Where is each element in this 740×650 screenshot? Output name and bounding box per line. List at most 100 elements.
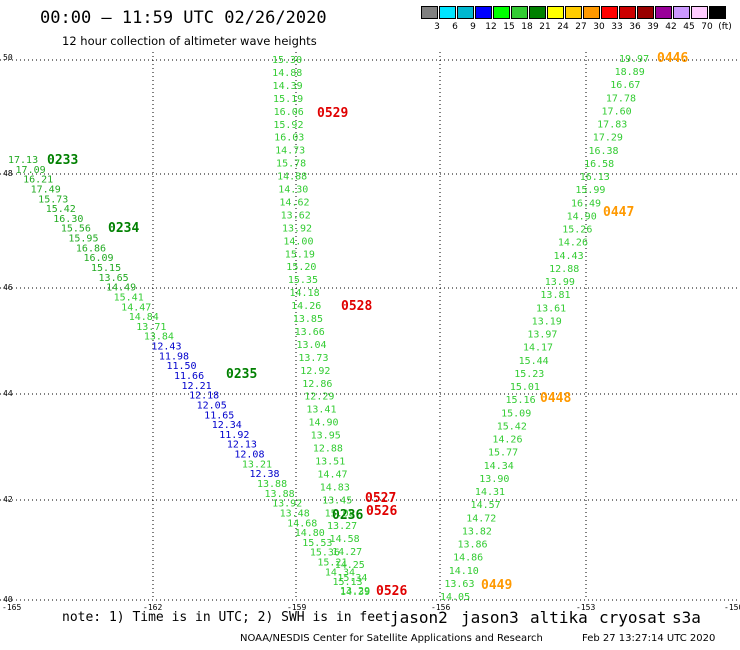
- satellite-s3a: s3a: [672, 608, 701, 627]
- wave-height-label: 12.08: [234, 450, 264, 461]
- color-scale-label: 24: [557, 22, 569, 32]
- wave-height-label: 16.38: [588, 146, 618, 157]
- wave-height-label: 14.88: [277, 172, 307, 183]
- color-scale-label: 12: [485, 22, 497, 32]
- wave-height-label: 17.49: [31, 184, 61, 195]
- page-subtitle: 12 hour collection of altimeter wave hei…: [62, 34, 317, 48]
- wave-height-label: 15.99: [575, 185, 605, 196]
- wave-height-label: 13.84: [144, 332, 174, 343]
- wave-height-label: 15.21: [317, 558, 347, 569]
- wave-height-label: 13.88: [257, 479, 287, 490]
- wave-height-label: 14.26: [291, 301, 321, 312]
- footer-credit: NOAA/NESDIS Center for Satellite Applica…: [240, 633, 543, 644]
- wave-height-label: 15.20: [286, 262, 316, 273]
- wave-height-label: 13.99: [545, 277, 575, 288]
- satellite-jason3: jason3: [461, 608, 519, 627]
- wave-height-label: 14.39: [340, 587, 370, 598]
- wave-height-label: 12.38: [249, 469, 279, 480]
- wave-height-label: 15.78: [276, 159, 306, 170]
- wave-height-label: 13.73: [298, 353, 328, 364]
- color-swatch: [637, 6, 654, 19]
- color-swatch: [673, 6, 690, 19]
- wave-height-label: 14.90: [308, 418, 338, 429]
- wave-height-label: 12.86: [302, 379, 332, 390]
- satellite-jason2: jason2: [390, 608, 448, 627]
- wave-height-label: 15.42: [46, 204, 76, 215]
- wave-height-label: 14.26: [558, 238, 588, 249]
- wave-height-label: 13.19: [532, 316, 562, 327]
- pass-time-label: 0529: [317, 106, 348, 121]
- wave-height-label: 13.65: [99, 273, 129, 284]
- wave-height-label: 12.18: [189, 391, 219, 402]
- wave-height-label: 15.73: [38, 194, 68, 205]
- color-scale-label: 36: [629, 22, 641, 32]
- wave-height-label: 16.30: [53, 214, 83, 225]
- color-scale-label: 21: [539, 22, 551, 32]
- wave-height-label: 14.90: [567, 211, 597, 222]
- wave-height-label: 16.67: [610, 80, 640, 91]
- wave-height-label: 14.31: [475, 487, 505, 498]
- pass-time-label: 0448: [540, 391, 571, 406]
- wave-height-label: 17.60: [602, 106, 632, 117]
- color-scale-label: 6: [452, 22, 458, 32]
- wave-height-label: 13.71: [136, 322, 166, 333]
- x-tick-label: -153: [576, 603, 595, 612]
- y-tick-label: 42: [3, 495, 13, 504]
- wave-height-label: 11.50: [166, 361, 196, 372]
- wave-height-label: 17.29: [593, 133, 623, 144]
- wave-height-label: 14.47: [317, 469, 347, 480]
- x-tick-label: -156: [431, 603, 450, 612]
- wave-height-label: 15.15: [91, 263, 121, 274]
- wave-height-label: 12.13: [227, 440, 257, 451]
- wave-height-label: 14.39: [273, 81, 303, 92]
- wave-height-label: 14.17: [523, 343, 553, 354]
- wave-height-label: 13.04: [296, 340, 326, 351]
- color-scale-label: 30: [593, 22, 605, 32]
- wave-height-label: 15.09: [501, 408, 531, 419]
- wave-height-label: 13.85: [293, 314, 323, 325]
- wave-height-label: 16.03: [274, 133, 304, 144]
- color-scale-label: 42: [665, 22, 677, 32]
- color-swatch: [511, 6, 528, 19]
- wave-height-label: 14.34: [484, 461, 514, 472]
- wave-height-label: 13.63: [444, 579, 474, 590]
- wave-height-label: 17.78: [606, 93, 636, 104]
- wave-height-label: 11.92: [219, 430, 249, 441]
- wave-height-label: 15.16: [505, 395, 535, 406]
- y-tick-label: 44: [3, 389, 13, 398]
- wave-height-label: 12.92: [300, 366, 330, 377]
- wave-height-label: 15.34: [337, 573, 367, 584]
- wave-height-label: 13.62: [281, 210, 311, 221]
- wave-height-label: 14.86: [453, 553, 483, 564]
- wave-height-label: 14.25: [335, 560, 365, 571]
- wave-height-label: 15.19: [273, 94, 303, 105]
- wave-height-label: 16.09: [83, 253, 113, 264]
- color-scale-label: (ft): [718, 22, 732, 32]
- wave-height-label: 15.95: [68, 234, 98, 245]
- color-swatch: [691, 6, 708, 19]
- wave-height-label: 12.88: [313, 444, 343, 455]
- wave-height-label: 13.41: [306, 405, 336, 416]
- wave-height-label: 12.29: [304, 392, 334, 403]
- wave-height-label: 14.27: [332, 547, 362, 558]
- wave-height-label: 12.05: [197, 400, 227, 411]
- color-swatch: [475, 6, 492, 19]
- wave-height-label: 13.81: [540, 290, 570, 301]
- wave-height-label: 12.43: [151, 342, 181, 353]
- wave-height-label: 14.62: [279, 197, 309, 208]
- wave-height-label: 14.18: [289, 288, 319, 299]
- wave-height-label: 15.41: [114, 292, 144, 303]
- wave-height-label: 14.68: [287, 518, 317, 529]
- wave-height-label: 16.21: [23, 175, 53, 186]
- wave-height-label: 14.88: [272, 68, 302, 79]
- satellite-altika: altika: [530, 608, 588, 627]
- pass-time-label: 0446: [657, 51, 688, 66]
- wave-height-label: 13.48: [280, 508, 310, 519]
- wave-height-label: 19.97: [619, 54, 649, 65]
- color-swatch: [421, 6, 438, 19]
- wave-height-label: 14.49: [106, 283, 136, 294]
- color-swatch: [439, 6, 456, 19]
- wave-height-label: 14.84: [129, 312, 159, 323]
- wave-height-label: 13.95: [311, 431, 341, 442]
